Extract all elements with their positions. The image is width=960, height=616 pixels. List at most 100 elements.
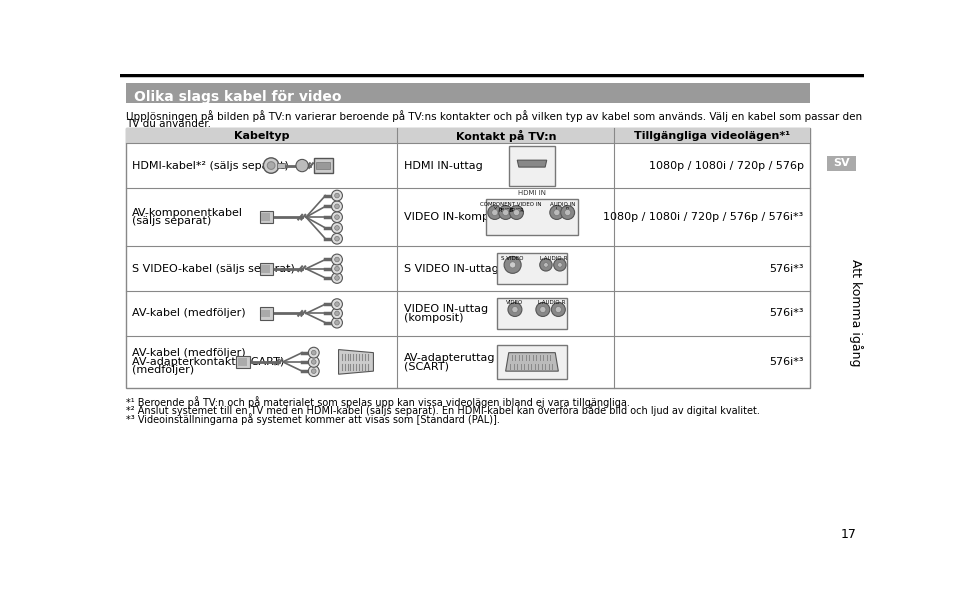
Circle shape: [558, 262, 563, 267]
Bar: [261, 265, 271, 272]
Circle shape: [331, 212, 343, 222]
Circle shape: [335, 193, 339, 198]
Text: HDMI-kabel*² (säljs separat): HDMI-kabel*² (säljs separat): [132, 161, 289, 171]
Text: Att komma igång: Att komma igång: [850, 259, 863, 367]
Circle shape: [331, 263, 343, 274]
Bar: [497, 298, 566, 329]
Circle shape: [296, 160, 308, 172]
Circle shape: [510, 262, 516, 268]
Circle shape: [335, 225, 339, 230]
Circle shape: [335, 215, 339, 219]
Text: 576i*³: 576i*³: [769, 264, 804, 274]
Circle shape: [335, 266, 339, 271]
Bar: [259, 211, 274, 223]
Text: Y: Y: [493, 207, 496, 212]
Circle shape: [331, 308, 343, 318]
Circle shape: [335, 237, 339, 241]
Text: AV-kabel (medföljer): AV-kabel (medföljer): [132, 349, 246, 359]
Circle shape: [311, 360, 316, 364]
Text: 1080p / 1080i / 720p / 576p / 576i*³: 1080p / 1080i / 720p / 576p / 576i*³: [603, 212, 804, 222]
Text: 576i*³: 576i*³: [769, 357, 804, 367]
Text: L-AUDIO-R: L-AUDIO-R: [540, 256, 568, 261]
Circle shape: [308, 347, 319, 358]
Text: L: L: [556, 207, 558, 212]
Text: AV-adapteruttag: AV-adapteruttag: [403, 353, 495, 363]
Text: HDMI IN: HDMI IN: [518, 190, 546, 196]
Circle shape: [543, 262, 548, 267]
Text: Kabeltyp: Kabeltyp: [234, 131, 290, 140]
Circle shape: [335, 257, 339, 262]
Bar: [259, 262, 274, 275]
Circle shape: [263, 158, 278, 173]
Circle shape: [331, 233, 343, 244]
Circle shape: [508, 302, 522, 317]
Circle shape: [331, 190, 343, 201]
Text: (medföljer): (medföljer): [132, 365, 195, 375]
Text: R: R: [566, 207, 569, 212]
Circle shape: [540, 306, 546, 312]
Bar: [487, 200, 578, 235]
Circle shape: [331, 201, 343, 212]
Text: (SCART): (SCART): [403, 361, 448, 371]
Text: PR/CR: PR/CR: [509, 207, 524, 212]
Bar: [126, 128, 809, 388]
Circle shape: [555, 306, 562, 312]
Circle shape: [502, 209, 509, 216]
Circle shape: [492, 209, 498, 216]
Circle shape: [308, 366, 319, 376]
Circle shape: [498, 206, 513, 219]
Bar: [277, 163, 285, 168]
Bar: [259, 307, 274, 320]
Circle shape: [550, 206, 564, 219]
Bar: [509, 145, 555, 185]
Text: TV du använder.: TV du använder.: [126, 118, 211, 129]
Text: AV-adapterkontakt (SCART): AV-adapterkontakt (SCART): [132, 357, 285, 367]
Bar: [126, 83, 809, 103]
Circle shape: [331, 299, 343, 309]
Polygon shape: [339, 349, 373, 374]
Text: SV: SV: [833, 158, 850, 168]
Circle shape: [331, 222, 343, 233]
Circle shape: [554, 209, 560, 216]
Circle shape: [335, 302, 339, 307]
Circle shape: [311, 369, 316, 373]
Circle shape: [311, 351, 316, 355]
Text: HDMI IN-uttag: HDMI IN-uttag: [403, 161, 483, 171]
Circle shape: [540, 259, 552, 271]
Text: Upplösningen på bilden på TV:n varierar beroende på TV:ns kontakter och på vilke: Upplösningen på bilden på TV:n varierar …: [126, 110, 862, 122]
Circle shape: [488, 206, 502, 219]
Text: S VIDEO: S VIDEO: [501, 256, 524, 261]
Text: S VIDEO-kabel (säljs separat): S VIDEO-kabel (säljs separat): [132, 264, 296, 274]
Circle shape: [512, 306, 518, 312]
Circle shape: [331, 254, 343, 265]
Circle shape: [331, 317, 343, 328]
Bar: [261, 213, 271, 221]
Circle shape: [331, 272, 343, 283]
Circle shape: [561, 206, 575, 219]
Circle shape: [308, 357, 319, 367]
Text: Tillgängliga videolägen*¹: Tillgängliga videolägen*¹: [634, 131, 790, 140]
Bar: [497, 345, 566, 379]
Circle shape: [335, 311, 339, 316]
Text: 576i*³: 576i*³: [769, 309, 804, 318]
Circle shape: [504, 256, 521, 274]
Text: COMPONENT VIDEO IN: COMPONENT VIDEO IN: [480, 201, 541, 207]
Circle shape: [536, 302, 550, 317]
Circle shape: [564, 209, 571, 216]
Polygon shape: [517, 160, 546, 167]
Circle shape: [335, 204, 339, 209]
Text: AUDIO IN: AUDIO IN: [550, 201, 576, 207]
Text: VIDEO: VIDEO: [506, 300, 523, 306]
Text: AV-kabel (medföljer): AV-kabel (medföljer): [132, 309, 246, 318]
Bar: [236, 355, 251, 368]
Text: Olika slags kabel för video: Olika slags kabel för video: [134, 90, 342, 104]
Polygon shape: [506, 352, 559, 371]
Bar: [316, 161, 330, 169]
Text: *³ Videoinställningarna på systemet kommer att visas som [Standard (PAL)].: *³ Videoinställningarna på systemet komm…: [126, 413, 500, 424]
Text: VIDEO IN-uttag: VIDEO IN-uttag: [403, 304, 488, 314]
Bar: [497, 253, 566, 284]
Text: Kontakt på TV:n: Kontakt på TV:n: [456, 129, 556, 142]
Circle shape: [551, 302, 565, 317]
Bar: [126, 128, 809, 143]
Text: S VIDEO IN-uttag: S VIDEO IN-uttag: [403, 264, 498, 274]
